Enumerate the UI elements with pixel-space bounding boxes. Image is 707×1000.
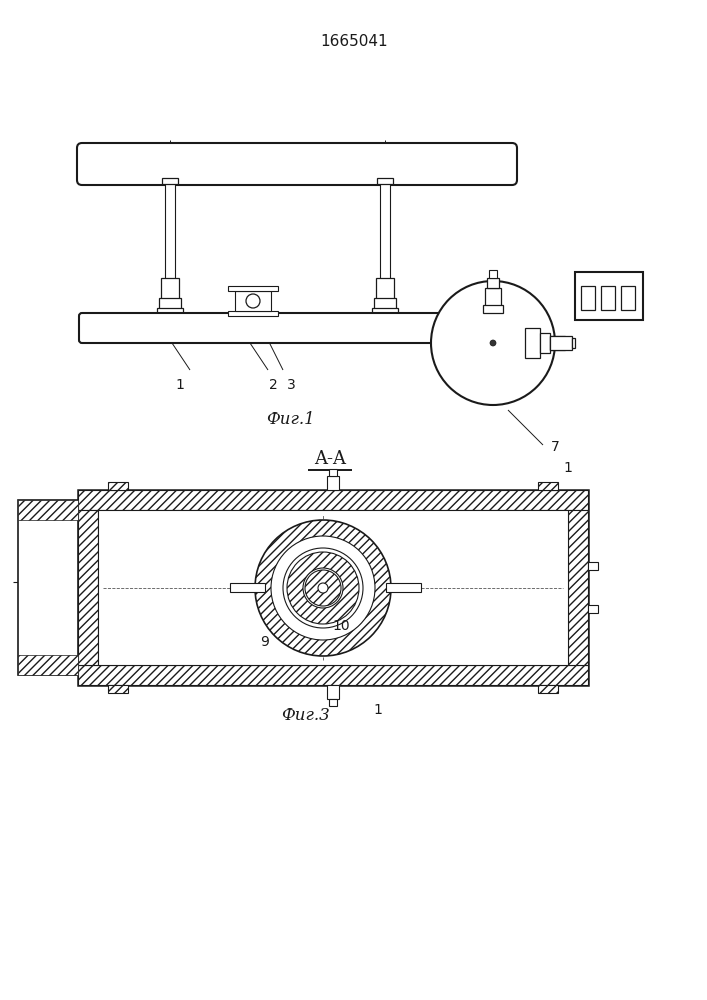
Bar (165, 180, 175, 280)
Circle shape (271, 536, 375, 640)
Circle shape (246, 294, 260, 308)
Text: 1: 1 (175, 378, 185, 392)
Bar (575, 272, 643, 320)
Bar (18, 500, 78, 520)
Text: Фиг.3: Фиг.3 (281, 706, 329, 724)
Bar (572, 338, 575, 348)
Circle shape (303, 568, 343, 608)
Bar (327, 685, 339, 699)
Bar (372, 308, 398, 322)
Bar (18, 655, 78, 675)
Circle shape (490, 340, 496, 346)
Bar (538, 685, 558, 693)
Bar (327, 476, 339, 490)
Bar (78, 665, 588, 685)
Bar (525, 328, 540, 358)
Bar (162, 178, 178, 184)
Bar (159, 298, 181, 310)
Text: 1: 1 (373, 703, 382, 717)
Bar (329, 469, 337, 476)
Bar (108, 482, 128, 490)
Bar (78, 490, 588, 510)
Circle shape (255, 520, 391, 656)
Text: A-A: A-A (314, 450, 346, 468)
Bar (550, 336, 572, 350)
Bar (588, 562, 598, 570)
Bar (540, 333, 550, 353)
Bar (621, 286, 635, 310)
Circle shape (431, 281, 555, 405)
Text: 10: 10 (332, 619, 350, 633)
Bar (374, 298, 396, 310)
Text: 9: 9 (261, 635, 269, 649)
Circle shape (318, 583, 328, 593)
Bar (78, 510, 98, 665)
Bar (483, 305, 503, 313)
Bar (538, 482, 558, 490)
Bar (581, 286, 595, 310)
Text: 1: 1 (563, 461, 573, 475)
Bar (18, 500, 78, 675)
Bar (550, 336, 565, 350)
Bar (485, 288, 501, 308)
Bar (157, 308, 183, 322)
Bar (228, 286, 278, 291)
Bar (601, 286, 615, 310)
Text: 7: 7 (551, 440, 560, 454)
Bar (235, 291, 271, 311)
Bar (489, 270, 497, 278)
Text: 3: 3 (286, 378, 296, 392)
Bar (228, 311, 278, 316)
Bar (377, 178, 393, 184)
Bar (376, 278, 394, 300)
Bar (487, 278, 499, 288)
Bar (230, 583, 265, 592)
Bar (108, 685, 128, 693)
FancyBboxPatch shape (79, 313, 530, 343)
Bar (568, 510, 588, 665)
Bar (329, 699, 337, 706)
Bar (386, 583, 421, 592)
Bar (161, 278, 179, 300)
Circle shape (283, 548, 363, 628)
Bar (588, 605, 598, 613)
Text: 2: 2 (269, 378, 277, 392)
Text: Фиг.1: Фиг.1 (266, 412, 315, 428)
Text: 1665041: 1665041 (320, 34, 388, 49)
Bar (78, 490, 588, 685)
Bar (98, 510, 568, 665)
FancyBboxPatch shape (77, 143, 517, 185)
Bar (380, 180, 390, 280)
